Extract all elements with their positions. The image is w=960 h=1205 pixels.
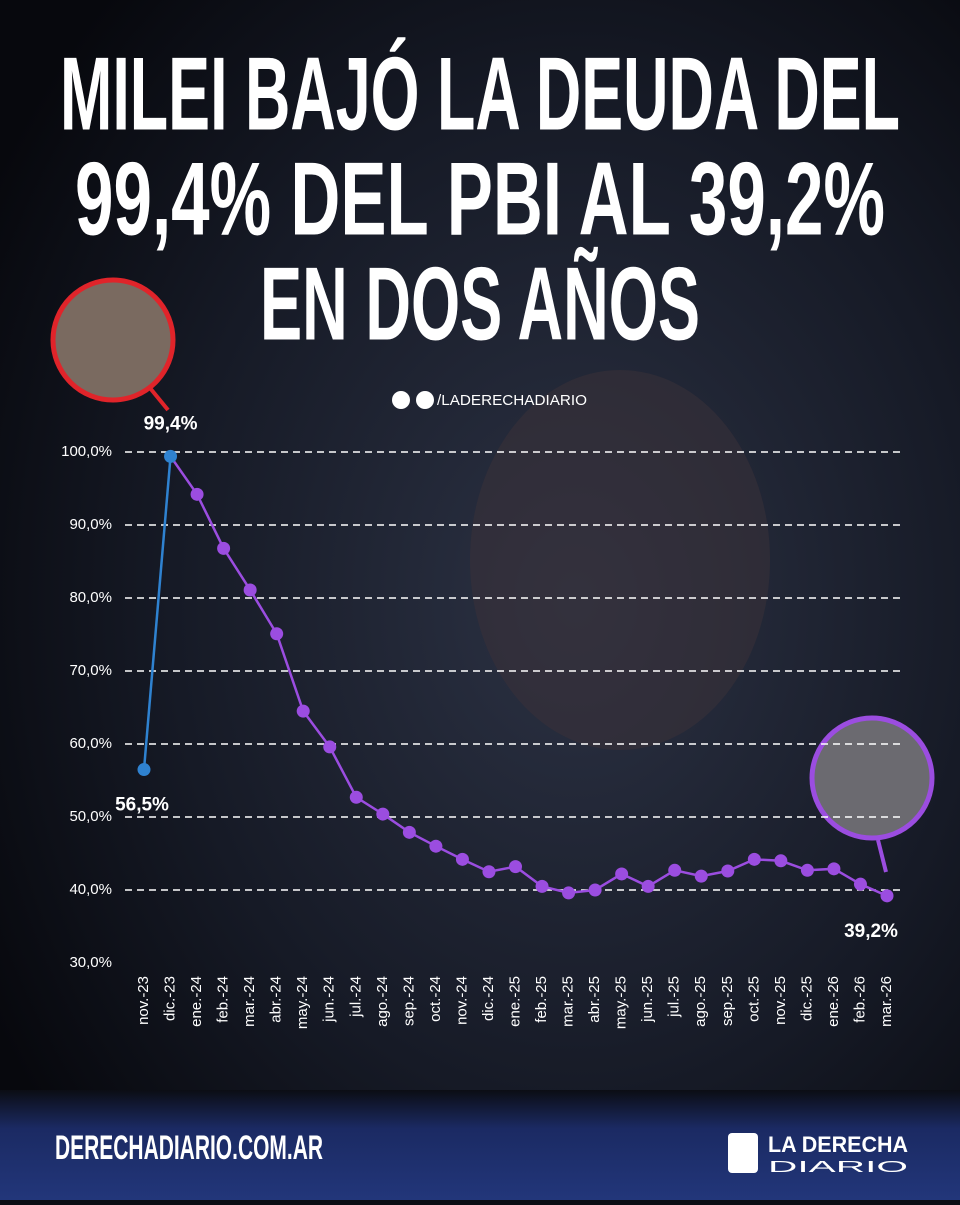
x-tick-label: oct.-25 <box>745 976 762 1022</box>
x-tick-label: nov.-25 <box>772 976 789 1025</box>
point <box>800 863 814 877</box>
x-tick-label: feb.-26 <box>851 976 868 1023</box>
point <box>164 449 178 463</box>
point <box>853 877 867 891</box>
x-tick-label: ene.-24 <box>188 976 205 1027</box>
point <box>217 541 231 555</box>
point <box>694 869 708 883</box>
x-icon <box>392 391 410 409</box>
y-tick-label: 70,0% <box>69 662 112 679</box>
x-tick-label: ago.-25 <box>692 976 709 1027</box>
point <box>588 883 602 897</box>
point <box>323 740 337 754</box>
point <box>615 867 629 881</box>
y-tick-label: 60,0% <box>69 735 112 752</box>
x-tick-label: nov.-24 <box>453 976 470 1025</box>
x-tick-label: oct.-24 <box>427 976 444 1022</box>
point <box>641 879 655 893</box>
title-line: EN DOS AÑOS <box>260 246 700 362</box>
point <box>137 763 151 777</box>
x-tick-label: mar.-24 <box>241 976 258 1027</box>
x-tick-label: jul.-25 <box>666 976 683 1018</box>
line-segment <box>142 456 172 770</box>
point <box>296 704 310 718</box>
y-tick-label: 30,0% <box>69 954 112 971</box>
value-label: 56,5% <box>115 795 169 816</box>
point <box>270 627 284 641</box>
point <box>243 583 257 597</box>
point <box>774 854 788 868</box>
instagram-icon <box>416 391 434 409</box>
background-figure <box>470 370 770 750</box>
point <box>455 852 469 866</box>
photo-right <box>809 715 935 841</box>
x-tick-label: ago.-24 <box>374 976 391 1027</box>
y-tick-label: 100,0% <box>61 443 112 460</box>
point <box>668 863 682 877</box>
y-tick-label: 50,0% <box>69 808 112 825</box>
x-tick-label: ene.-26 <box>825 976 842 1027</box>
point <box>349 790 363 804</box>
point <box>827 862 841 876</box>
x-tick-label: feb.-24 <box>215 976 232 1023</box>
x-tick-label: dic.-25 <box>798 976 815 1021</box>
point <box>482 865 496 879</box>
point <box>402 825 416 839</box>
y-tick-label: 90,0% <box>69 516 112 533</box>
point <box>880 889 894 903</box>
point <box>535 879 549 893</box>
x-tick-label: jun.-24 <box>321 976 338 1023</box>
x-tick-label: abr.-24 <box>268 976 285 1023</box>
logo-line: DIARIO <box>768 1159 908 1176</box>
x-tick-label: abr.-25 <box>586 976 603 1023</box>
x-tick-label: dic.-24 <box>480 976 497 1021</box>
point <box>376 807 390 821</box>
photo-left <box>50 277 176 403</box>
x-tick-label: ene.-25 <box>506 976 523 1027</box>
social-handle: /LADERECHADIARIO <box>437 392 587 409</box>
logo-mark <box>728 1133 758 1173</box>
y-tick-label: 80,0% <box>69 589 112 606</box>
line <box>169 455 888 897</box>
y-tick-label: 40,0% <box>69 881 112 898</box>
value-label: 99,4% <box>144 413 198 434</box>
x-tick-label: may.-24 <box>294 976 311 1029</box>
x-tick-label: sep.-24 <box>400 976 417 1026</box>
value-label: 39,2% <box>844 921 898 942</box>
point <box>509 860 522 874</box>
x-tick-label: sep.-25 <box>719 976 736 1026</box>
x-tick-label: may.-25 <box>613 976 630 1029</box>
x-tick-label: jul.-24 <box>347 976 364 1018</box>
pointer-left <box>148 386 170 412</box>
point <box>429 839 443 853</box>
x-tick-label: mar.-26 <box>878 976 895 1027</box>
point <box>562 886 576 900</box>
point <box>721 864 735 878</box>
x-tick-label: nov.-23 <box>135 976 152 1025</box>
x-tick-label: feb.-25 <box>533 976 550 1023</box>
footer-url: DERECHADIARIO.COM.AR <box>55 1129 323 1167</box>
point <box>747 852 761 866</box>
x-tick-label: dic.-23 <box>162 976 179 1021</box>
title-line: MILEI BAJÓ LA DEUDA DEL <box>60 36 900 152</box>
x-tick-label: mar.-25 <box>560 976 577 1027</box>
x-tick-label: jun.-25 <box>639 976 656 1023</box>
logo-line: LA DERECHA <box>768 1132 908 1157</box>
title-line: 99,4% DEL PBI AL 39,2% <box>75 141 885 257</box>
pointer-right <box>876 839 888 873</box>
footer-band <box>0 1090 960 1200</box>
point <box>190 487 204 501</box>
